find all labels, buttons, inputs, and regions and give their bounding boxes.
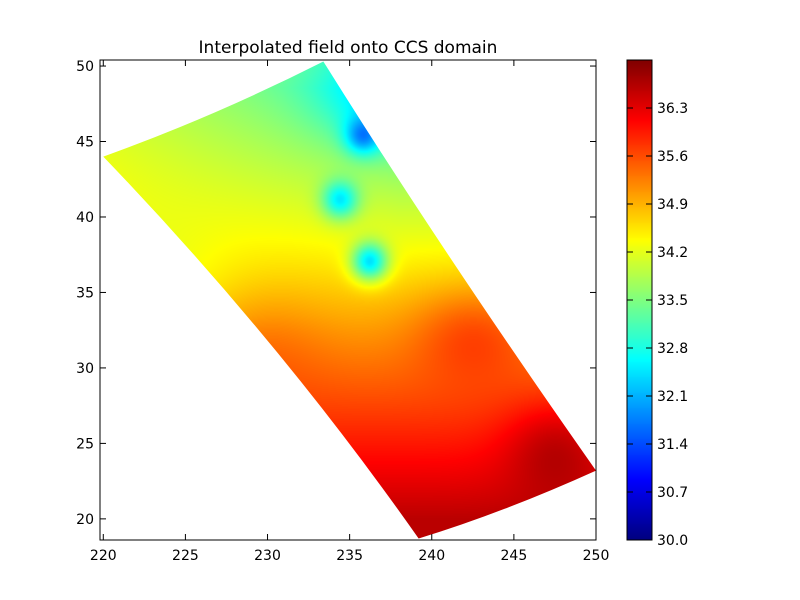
- y-tick-label: 30: [76, 361, 94, 377]
- y-tick-label: 35: [76, 285, 94, 301]
- colorbar-tick-label: 35.6: [657, 149, 688, 165]
- colorbar: 30.0 30.7 31.4 32.1 32.8 33.5 34.2 34.9 35.6 36.3: [626, 59, 688, 549]
- plot-frame: [99, 59, 597, 541]
- colorbar-tick-label: 34.9: [657, 197, 688, 213]
- colorbar-tick-label: 36.3: [657, 101, 688, 117]
- colorbar-tick-label: 34.2: [657, 245, 688, 261]
- x-axis: 220 225 230 235 240 245 250: [90, 60, 609, 564]
- colorbar-tick-label: 32.8: [657, 341, 688, 357]
- colorbar-ticks: 30.0 30.7 31.4 32.1 32.8 33.5 34.2 34.9 35.6 36.3: [627, 101, 688, 549]
- y-tick-label: 40: [76, 210, 94, 226]
- colorbar-tick-label: 31.4: [657, 437, 688, 453]
- y-tick-label: 25: [76, 436, 94, 452]
- colorbar-tick-label: 30.7: [657, 485, 688, 501]
- y-tick-label: 20: [76, 512, 94, 528]
- colorbar-tick-label: 30.0: [657, 533, 688, 549]
- x-tick-label: 245: [501, 548, 528, 564]
- x-tick-label: 250: [583, 548, 610, 564]
- colorbar-tick-label: 33.5: [657, 293, 688, 309]
- y-tick-label: 45: [76, 135, 94, 151]
- x-tick-label: 220: [90, 548, 117, 564]
- x-tick-label: 230: [254, 548, 281, 564]
- y-tick-label: 50: [76, 59, 94, 75]
- y-axis: 20 25 30 35 40 45 50: [76, 59, 596, 528]
- chart-title: Interpolated field onto CCS domain: [199, 38, 498, 58]
- x-tick-label: 240: [418, 548, 445, 564]
- plot-area: 220 225 230 235 240 245 250 20 25 30 35 40 45 50: [76, 59, 609, 564]
- x-tick-label: 235: [336, 548, 363, 564]
- x-tick-label: 225: [172, 548, 199, 564]
- colorbar-tick-label: 32.1: [657, 389, 688, 405]
